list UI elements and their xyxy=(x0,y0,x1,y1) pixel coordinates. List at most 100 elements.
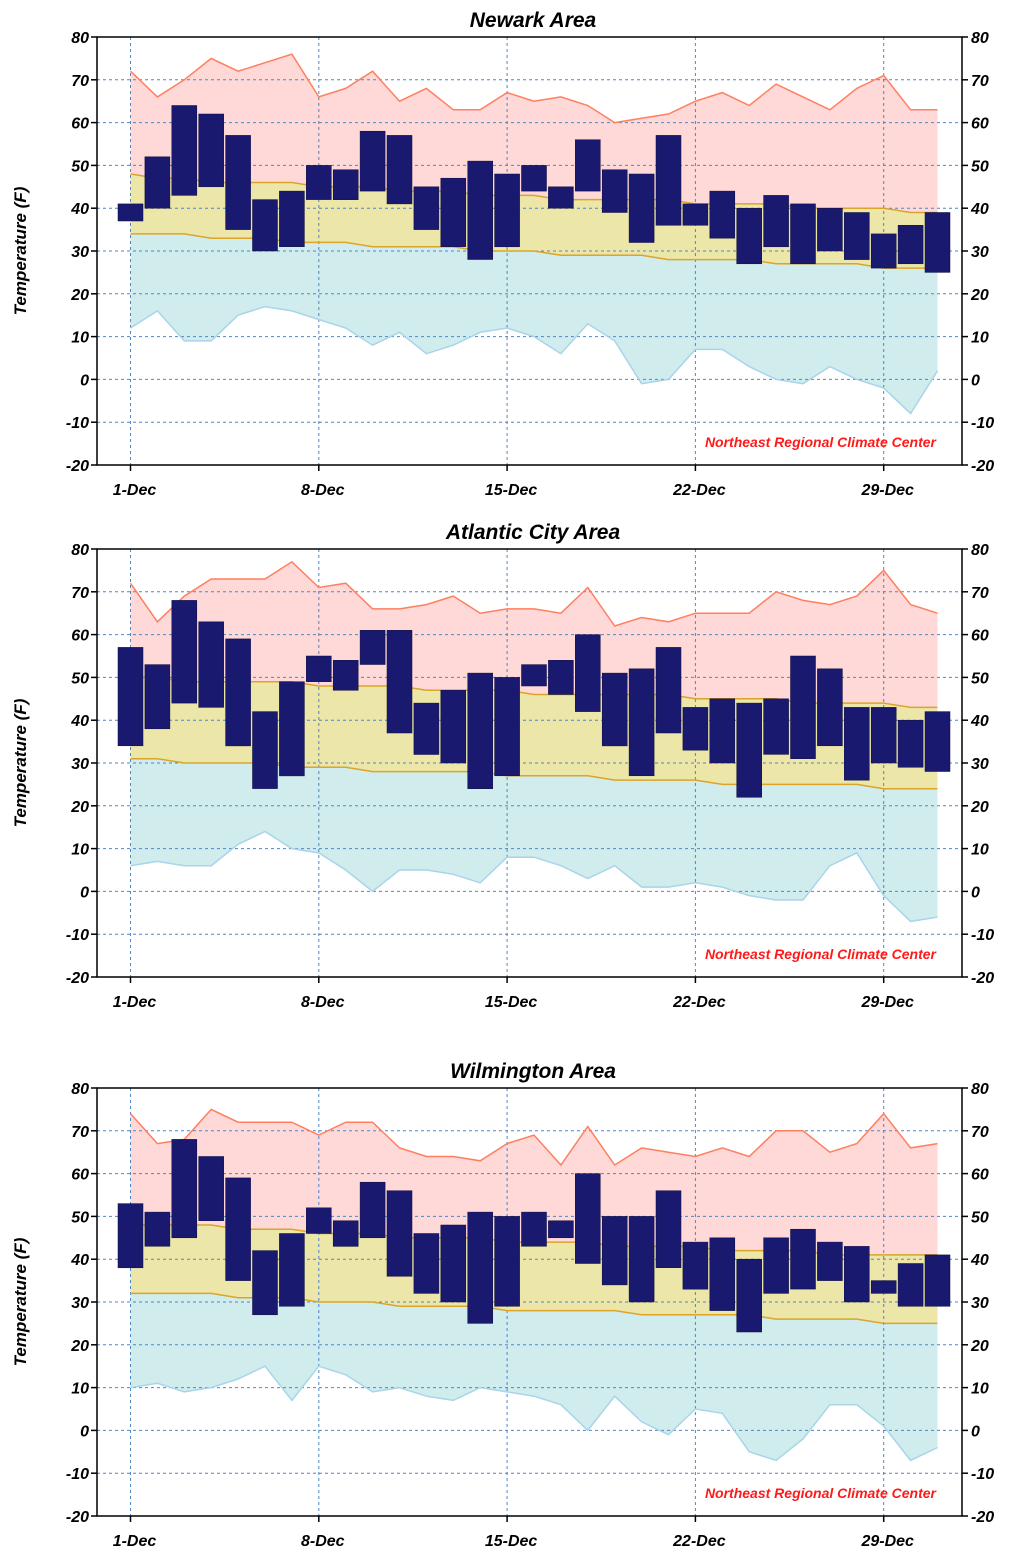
y-tick-label-left: 60 xyxy=(71,628,89,645)
x-tick-label: 22-Dec xyxy=(672,482,726,499)
x-tick-label: 15-Dec xyxy=(485,1533,538,1550)
x-tick-label: 29-Dec xyxy=(860,1533,914,1550)
daily-range-bar xyxy=(682,707,709,751)
daily-range-bar xyxy=(413,1233,440,1294)
daily-range-bar xyxy=(279,1233,305,1307)
y-tick-label-left: 30 xyxy=(71,756,89,773)
y-tick-label-left: -20 xyxy=(66,1509,89,1526)
daily-range-bar xyxy=(252,1250,278,1316)
y-tick-label-left: 80 xyxy=(71,30,89,47)
y-tick-label-right: 60 xyxy=(971,1167,989,1184)
daily-range-bar xyxy=(359,130,386,192)
daily-range-bar xyxy=(413,702,440,755)
daily-range-bar xyxy=(440,177,467,247)
y-tick-label-left: -10 xyxy=(66,415,89,432)
daily-range-bar xyxy=(252,199,278,252)
y-tick-label-left: 70 xyxy=(71,73,89,90)
daily-range-bar xyxy=(870,233,897,269)
daily-range-bar xyxy=(736,1258,762,1333)
daily-range-bar xyxy=(548,186,574,209)
y-tick-label-right: 70 xyxy=(971,73,989,90)
record-high-band xyxy=(130,1109,938,1255)
daily-range-bar xyxy=(601,169,628,213)
daily-range-bar xyxy=(575,139,601,192)
record-low-band xyxy=(130,758,938,922)
daily-range-bar xyxy=(844,707,870,781)
y-tick-label-left: 10 xyxy=(71,330,89,347)
daily-range-bar xyxy=(521,1211,547,1247)
record-high-band xyxy=(130,561,938,708)
chart-1: 80 80 70 70 60 60 50 50 40 40 30 30 20 20 10 10 0 0 -10 -10… xyxy=(11,9,994,499)
daily-range-bar xyxy=(844,1246,870,1303)
x-tick-label: 8-Dec xyxy=(301,1533,345,1550)
y-tick-label-right: 20 xyxy=(970,287,989,304)
daily-range-bar xyxy=(548,660,574,695)
y-tick-label-right: 80 xyxy=(971,542,989,559)
y-tick-label-right: 30 xyxy=(971,756,989,773)
daily-range-bar xyxy=(655,135,682,226)
plot-area xyxy=(97,1088,962,1516)
y-axis-label: Temperature (F) xyxy=(11,698,30,827)
daily-range-bar xyxy=(467,672,493,789)
y-tick-label-left: 60 xyxy=(71,1167,89,1184)
daily-range-bar xyxy=(386,630,413,734)
daily-range-bar xyxy=(332,1220,359,1247)
daily-range-bar xyxy=(198,1156,224,1221)
daily-range-bar xyxy=(467,160,493,260)
y-tick-label-right: 30 xyxy=(971,1295,989,1312)
y-tick-label-right: 50 xyxy=(971,158,989,175)
chart-3: 80 80 70 70 60 60 50 50 40 40 30 30 20 20 10 10 0 0 -10 -10… xyxy=(11,1060,994,1550)
daily-range-bar xyxy=(171,105,198,196)
y-tick-label-right: 30 xyxy=(971,244,989,261)
daily-range-bar xyxy=(306,655,332,682)
y-tick-label-left: 40 xyxy=(70,201,89,218)
daily-range-bar xyxy=(494,1216,520,1307)
daily-range-bar xyxy=(817,207,843,252)
daily-range-bar xyxy=(682,1241,709,1290)
y-tick-label-left: -20 xyxy=(66,458,89,475)
y-tick-label-right: 0 xyxy=(971,372,980,389)
y-tick-label-right: 40 xyxy=(970,201,989,218)
plot-area xyxy=(97,549,962,977)
daily-range-bar xyxy=(225,638,251,747)
x-tick-label: 29-Dec xyxy=(860,994,914,1011)
y-tick-label-right: 50 xyxy=(971,670,989,687)
daily-range-bar xyxy=(575,1173,601,1264)
record-low-band xyxy=(130,233,938,414)
y-tick-label-right: 60 xyxy=(971,628,989,645)
y-tick-label-right: 0 xyxy=(971,884,980,901)
y-tick-label-left: 80 xyxy=(71,542,89,559)
x-tick-label: 22-Dec xyxy=(672,994,726,1011)
daily-range-bar xyxy=(521,165,547,192)
record-low-line xyxy=(130,305,939,415)
daily-range-bar xyxy=(655,1190,682,1268)
daily-range-bar xyxy=(709,698,736,764)
daily-range-bar xyxy=(252,711,278,789)
daily-range-bar xyxy=(332,660,359,691)
daily-range-bar xyxy=(440,1224,467,1303)
daily-range-bar xyxy=(225,135,251,230)
chart-title: Atlantic City Area xyxy=(445,521,621,544)
y-tick-label-left: 30 xyxy=(71,244,89,261)
daily-range-bar xyxy=(144,156,171,209)
daily-range-bar xyxy=(359,1181,386,1239)
x-tick-label: 15-Dec xyxy=(485,994,538,1011)
credit-label: Northeast Regional Climate Center xyxy=(705,946,938,962)
y-tick-label-right: 80 xyxy=(971,30,989,47)
y-tick-label-right: 40 xyxy=(970,1252,989,1269)
y-tick-label-right: -10 xyxy=(971,927,994,944)
daily-range-bar xyxy=(790,1228,816,1290)
normal-range-band xyxy=(130,1225,938,1324)
y-tick-label-left: 70 xyxy=(71,585,89,602)
y-tick-label-left: 80 xyxy=(71,1081,89,1098)
y-tick-label-right: 20 xyxy=(970,1338,989,1355)
y-tick-label-right: 10 xyxy=(971,1381,989,1398)
y-tick-label-right: 10 xyxy=(971,842,989,859)
daily-range-bar xyxy=(225,1177,251,1281)
daily-range-bar xyxy=(279,681,305,777)
y-tick-label-right: 80 xyxy=(971,1081,989,1098)
daily-range-bar xyxy=(790,203,816,265)
daily-range-bar xyxy=(897,1263,924,1307)
y-tick-label-left: 40 xyxy=(70,713,89,730)
